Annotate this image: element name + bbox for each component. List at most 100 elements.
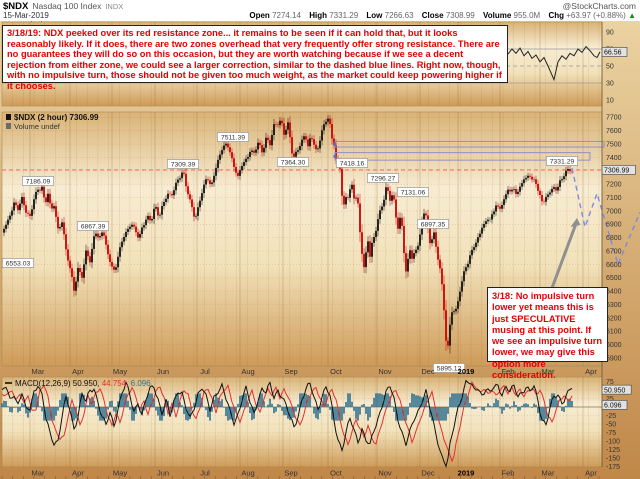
month-label: Aug [241, 469, 254, 478]
price-axis-label: 6100 [606, 329, 622, 336]
swing-price-text: 7186.09 [26, 179, 51, 186]
swing-price-label [336, 158, 368, 168]
swing-price-text: 7331.29 [550, 159, 575, 166]
month-label: Nov [378, 469, 392, 478]
swing-price-label [277, 157, 309, 167]
right-axis-labels: 7700 7600 7500 7400 7200 7100 7000 6900 6800 6700… [606, 29, 622, 471]
macd-axis-label: -150 [606, 455, 620, 462]
month-label: Nov [378, 367, 392, 376]
month-label: Dec [421, 367, 435, 376]
ohlc-quote: Open 7274.14 High 7331.29 Low 7266.63 Cl… [243, 11, 636, 20]
quote-low: Low 7266.63 [366, 11, 414, 20]
month-label: Apr [72, 367, 84, 376]
callout-arrowhead-icon [570, 218, 581, 227]
rsi-line [507, 45, 601, 82]
swing-price-text: 7296.27 [371, 176, 396, 183]
month-label: Sep [284, 469, 297, 478]
swing-price-label [367, 173, 399, 183]
month-label: May [113, 469, 127, 478]
swing-price-label [417, 219, 449, 229]
swing-price-label [546, 156, 578, 166]
swing-price-label [433, 363, 465, 373]
zone-handle-icon [333, 154, 337, 158]
price-axis-label: 7200 [606, 182, 622, 189]
macd-legend: MACD(12,26,9) 50.950, 44.754, 6.096 [15, 379, 151, 388]
exchange-label: INDX [105, 2, 124, 11]
price-axis-label: 6600 [606, 262, 622, 269]
x-axis-month-labels: Mar Mar Apr Apr May May Jun Jun Jul Jul Aug Aug Sep S… [1, 367, 600, 479]
swing-price-text: 7131.06 [401, 190, 426, 197]
main-legend-symbol: $NDX (2 hour) 7306.99 [14, 113, 99, 122]
month-label: Mar [542, 469, 555, 478]
main-legend-volume: Volume undef [14, 122, 61, 131]
macd-axis-label: -75 [606, 430, 616, 437]
candlestick-icon [6, 114, 11, 120]
macd-series [1, 379, 573, 468]
swing-price-text: 6867.39 [81, 224, 106, 231]
macd-axis-label: -125 [606, 447, 620, 454]
swing-price-label [397, 187, 429, 197]
month-label: Jul [200, 367, 210, 376]
price-axis-label: 6200 [606, 315, 622, 322]
price-axis-label: 7600 [606, 128, 622, 135]
swing-price-label [167, 159, 199, 169]
callout-arrow [547, 220, 579, 297]
price-axis-label: 6900 [606, 222, 622, 229]
price-axis-label: 7100 [606, 195, 622, 202]
zone-handle-icon [333, 142, 337, 146]
quote-high: High 7331.29 [309, 11, 359, 20]
macd-value-box-value: 6.096 [604, 403, 622, 410]
month-label: Mar [542, 367, 555, 376]
month-label: 2019 [458, 469, 475, 478]
macd-axis-label: -50 [606, 421, 616, 428]
swing-price-text: 6897.35 [421, 222, 446, 229]
macd-axis-label: -25 [606, 413, 616, 420]
macd-line [1, 379, 573, 468]
annotation-top-commentary: 3/18/19: NDX peeked over its red resista… [2, 25, 508, 91]
month-label: Jul [200, 469, 210, 478]
quote-row: 15-Mar-2019 Open 7274.14 High 7331.29 Lo… [3, 11, 636, 20]
month-label: Sep [284, 367, 297, 376]
chart-header: $NDX Nasdaq 100 Index INDX @StockCharts.co… [0, 0, 640, 21]
price-axis-label: 7400 [606, 155, 622, 162]
up-arrow-icon: ▲ [628, 11, 636, 20]
macd-signal-line [1, 380, 573, 463]
stockcharts-attribution: @StockCharts.com [562, 1, 636, 11]
swing-price-text: 7364.30 [281, 160, 306, 167]
rsi-axis-label: 50 [606, 63, 614, 70]
quote-close: Close 7308.99 [421, 11, 475, 20]
swing-price-text: 5895.12 [437, 366, 462, 373]
price-axis-label: 7000 [606, 208, 622, 215]
month-label: Mar [32, 469, 45, 478]
price-axis-label: 7500 [606, 141, 622, 148]
ticker-symbol: $NDX [3, 1, 29, 12]
macd-value-box-value: 50.950 [604, 387, 626, 394]
title-row: $NDX Nasdaq 100 Index INDX @StockCharts.co… [3, 1, 636, 12]
month-label: Oct [330, 469, 343, 478]
price-axis-label: 6700 [606, 248, 622, 255]
chart-date: 15-Mar-2019 [3, 11, 49, 20]
swing-price-label [77, 221, 109, 231]
month-label: Feb [502, 367, 515, 376]
macd-axis-label: 25 [606, 396, 614, 403]
swing-price-label [217, 132, 249, 142]
swing-price-text: 7418.16 [340, 161, 365, 168]
rsi-axis-label: 90 [606, 29, 614, 36]
swing-price-label [22, 176, 54, 186]
month-label: 2019 [458, 367, 475, 376]
annotation-speculative-note: 3/18: No impulsive turn lower yet means … [487, 287, 608, 380]
instrument-name: Nasdaq 100 Index [32, 1, 102, 11]
month-label: Feb [502, 469, 515, 478]
price-axis-label: 5900 [606, 355, 622, 362]
macd-axis-label: -175 [606, 464, 620, 471]
candlestick-series [3, 114, 573, 354]
swing-price-text: 6553.03 [6, 261, 31, 268]
quote-open: Open 7274.14 [249, 11, 301, 20]
quote-change: Chg +63.97 (+0.88%) ▲ [548, 11, 636, 20]
month-label: Jun [157, 367, 169, 376]
quote-volume: Volume 955.0M [482, 11, 541, 20]
month-label: Oct [330, 367, 343, 376]
month-label: Jun [157, 469, 169, 478]
rsi-axis-label: 30 [606, 80, 614, 87]
month-label: Apr [585, 469, 597, 478]
